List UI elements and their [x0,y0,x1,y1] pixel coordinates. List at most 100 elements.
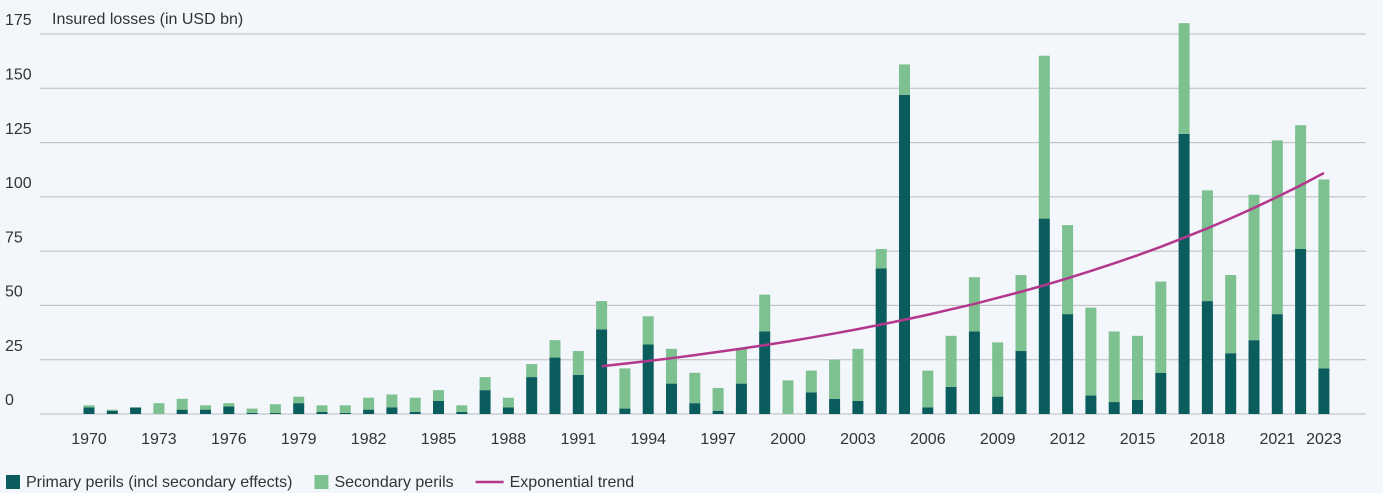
bar-segment [1295,125,1307,249]
bar-segment [572,351,584,375]
bar-segment [572,374,584,414]
bar-segment [246,412,258,414]
bar-segment [386,407,398,414]
bar-segment [689,372,701,404]
legend-label: Exponential trend [510,474,635,491]
bar-segment [1225,275,1237,354]
x-tick-label: 1991 [561,431,597,448]
bar-segment [735,383,747,414]
bar-segment [1132,399,1143,414]
bar-segment [456,411,468,414]
bar-segment [153,403,165,414]
bar-segment [223,406,235,414]
bar-segment [922,370,934,408]
bar-segment [875,248,887,269]
bar-segment [502,397,514,408]
bar-segment [875,268,887,414]
bar-segment [106,410,118,414]
legend-swatch [314,475,329,489]
bar-segment [666,383,677,414]
bar-segment [945,335,957,387]
legend-label: Secondary perils [334,474,453,491]
bar-segment [246,408,258,413]
bar-segment [176,398,188,410]
bar-segment [992,342,1004,397]
x-tick-label: 2018 [1190,431,1226,448]
bar-segment [386,394,398,408]
bar-segment [223,403,235,407]
bar-segment [316,405,328,412]
y-tick-label: 0 [5,392,14,409]
bar-segment [1248,194,1260,341]
legend-label: Primary perils (incl secondary effects) [26,474,292,491]
bar-segment [759,294,771,332]
trend-line [601,171,1325,368]
bar-segment [83,407,95,414]
bar-segment [642,344,654,414]
bar-segment [968,331,980,414]
bar-segment [502,407,514,414]
bar-segment [642,316,654,345]
bar-segment [293,396,305,404]
bar-segment [106,409,118,411]
bar-segment [759,331,771,414]
bar-segment [433,390,444,401]
legend-swatch [6,475,20,489]
x-tick-label: 1997 [700,431,736,448]
bar-segment [200,405,211,410]
bar-segment [1201,190,1213,302]
bar-segment [1178,133,1190,414]
bar-segment [433,400,444,414]
bar-segment [1038,55,1050,219]
bar-segment [526,377,538,414]
bar-segment [479,377,491,391]
x-tick-label: 1970 [71,431,107,448]
bar-segment [1155,372,1167,414]
bar-segment [316,411,328,414]
bar-segment [363,409,375,414]
x-tick-label: 2021 [1260,431,1296,448]
y-tick-label: 75 [5,229,23,246]
bar-segment [456,405,468,412]
y-tick-label: 25 [5,338,23,355]
bar-segment [852,400,864,414]
bar-segment [269,412,281,414]
bar-segment [1085,307,1097,396]
bar-segment [619,408,631,414]
bar-segment [339,405,351,413]
x-tick-label: 1982 [351,431,387,448]
bar-segment [689,403,701,414]
bar-segment [1062,314,1074,414]
bar-segment [293,403,305,414]
y-tick-label: 50 [5,284,23,301]
bar-segment [1108,331,1120,403]
bar-segment [619,368,631,409]
bar-segment [1132,335,1143,400]
bar-segment [712,387,724,411]
bar-segment [1038,218,1050,414]
bar-segment [1201,301,1213,414]
x-tick-label: 2003 [840,431,876,448]
bar-segment [1108,402,1120,414]
bar-segment [479,390,491,414]
bar-segment [1295,248,1307,414]
bar-segment [1248,340,1260,414]
bar-segment [549,357,561,414]
bar-segment [200,409,211,414]
bar-segment [829,359,841,399]
x-tick-label: 1979 [281,431,317,448]
x-tick-label: 1976 [211,431,247,448]
bar-segment [735,348,747,384]
bar-segment [1015,351,1027,414]
bar-segment [83,405,95,408]
bar-segment [899,94,910,415]
bar-segment [1085,395,1097,414]
bar-segment [596,301,608,330]
y-tick-label: 125 [5,121,32,138]
y-axis-title: Insured losses (in USD bn) [52,11,243,28]
bar-segment [782,380,794,414]
y-tick-label: 150 [5,67,32,84]
bar-segment [829,398,841,414]
bar-segment [992,396,1004,414]
